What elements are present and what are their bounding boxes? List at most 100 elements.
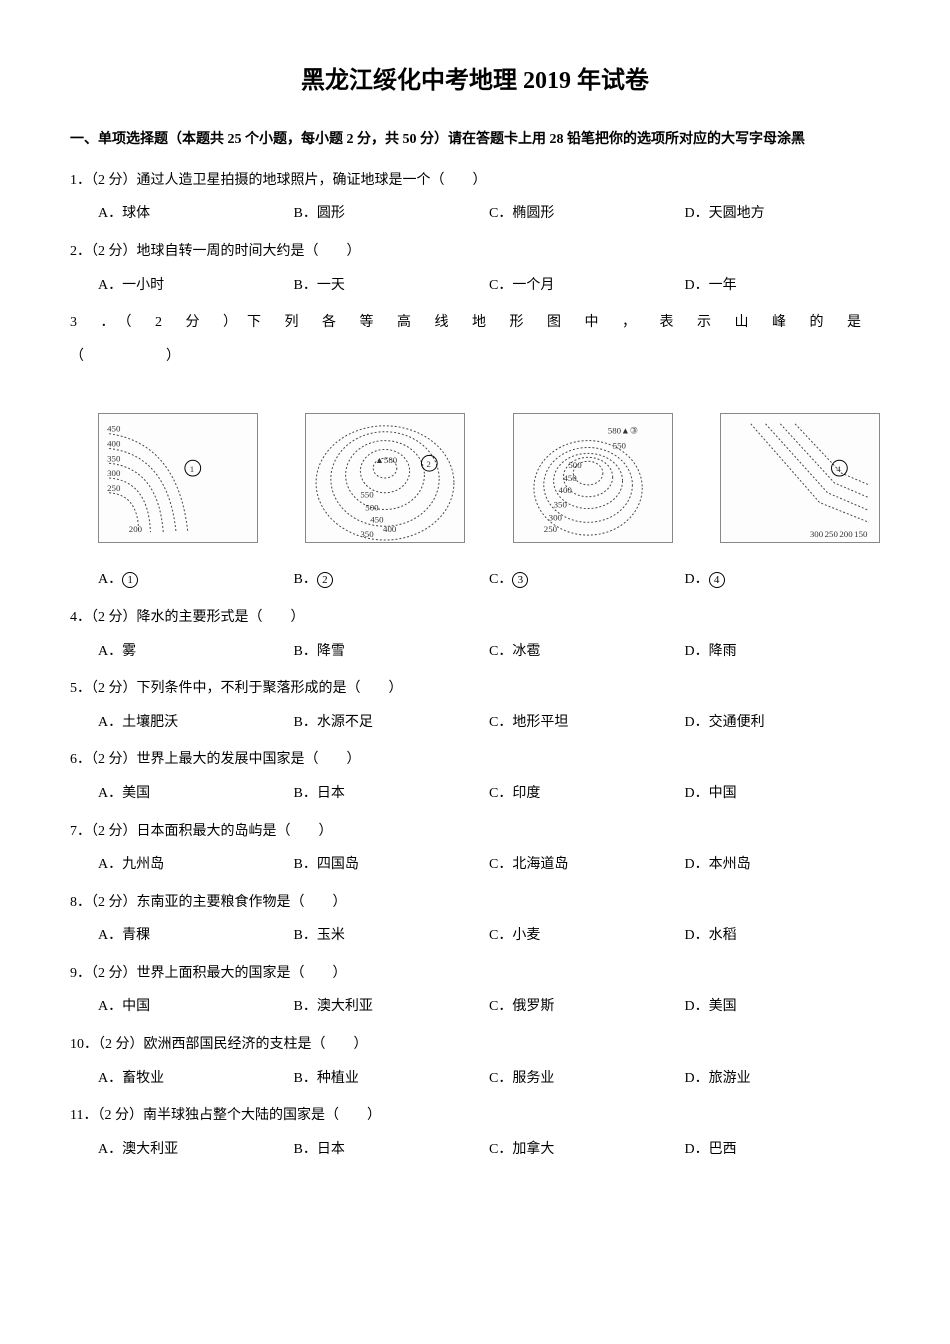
option-b: B．澳大利亚 bbox=[294, 990, 490, 1024]
option-b: B．水源不足 bbox=[294, 706, 490, 740]
exam-title: 黑龙江绥化中考地理 2019 年试卷 bbox=[70, 60, 880, 95]
option-b: B．2 bbox=[294, 563, 490, 597]
option-b: B．玉米 bbox=[294, 919, 490, 953]
options-row: A．澳大利亚B．日本C．加拿大D．巴西 bbox=[70, 1133, 880, 1167]
option-c: C．3 bbox=[489, 563, 685, 597]
option-d: D．水稻 bbox=[685, 919, 881, 953]
svg-text:350: 350 bbox=[107, 454, 121, 464]
svg-text:400: 400 bbox=[107, 439, 121, 449]
options-row: A．美国B．日本C．印度D．中国 bbox=[70, 777, 880, 811]
option-d: D．降雨 bbox=[685, 635, 881, 669]
question-text: 7．（2 分）日本面积最大的岛屿是（ ） bbox=[70, 815, 880, 849]
question-5: 5．（2 分）下列条件中，不利于聚落形成的是（ ）A．土壤肥沃B．水源不足C．地… bbox=[70, 672, 880, 739]
question-6: 6．（2 分）世界上最大的发展中国家是（ ）A．美国B．日本C．印度D．中国 bbox=[70, 743, 880, 810]
question-4: 4．（2 分）降水的主要形式是（ ）A．雾B．降雪C．冰雹D．降雨 bbox=[70, 601, 880, 668]
option-c: C．加拿大 bbox=[489, 1133, 685, 1167]
option-c: C．地形平坦 bbox=[489, 706, 685, 740]
section-header: 一、单项选择题（本题共 25 个小题，每小题 2 分，共 50 分）请在答题卡上… bbox=[70, 125, 880, 156]
option-b: B．圆形 bbox=[294, 197, 490, 231]
question-text: 10．（2 分）欧洲西部国民经济的支柱是（ ） bbox=[70, 1028, 880, 1062]
option-a: A．九州岛 bbox=[98, 848, 294, 882]
option-a: A．1 bbox=[98, 563, 294, 597]
svg-text:350: 350 bbox=[361, 529, 375, 539]
option-c: C．北海道岛 bbox=[489, 848, 685, 882]
option-a: A．土壤肥沃 bbox=[98, 706, 294, 740]
option-b: B．降雪 bbox=[294, 635, 490, 669]
question-8: 8．（2 分）东南亚的主要粮食作物是（ ）A．青稞B．玉米C．小麦D．水稻 bbox=[70, 886, 880, 953]
svg-text:150: 150 bbox=[854, 529, 868, 539]
question-1: 1．（2 分）通过人造卫星拍摄的地球照片，确证地球是一个（ ）A．球体B．圆形C… bbox=[70, 164, 880, 231]
question-text: 11．（2 分）南半球独占整个大陆的国家是（ ） bbox=[70, 1099, 880, 1133]
question-text: 5．（2 分）下列条件中，不利于聚落形成的是（ ） bbox=[70, 672, 880, 706]
questions-container: 1．（2 分）通过人造卫星拍摄的地球照片，确证地球是一个（ ）A．球体B．圆形C… bbox=[70, 164, 880, 1167]
option-c: C．冰雹 bbox=[489, 635, 685, 669]
diagram-2: ▲580 550 500 450 400 350 2 bbox=[305, 413, 465, 543]
options-row: A．球体B．圆形C．椭圆形D．天圆地方 bbox=[70, 197, 880, 231]
option-a: A．澳大利亚 bbox=[98, 1133, 294, 1167]
option-d: D．本州岛 bbox=[685, 848, 881, 882]
svg-text:500: 500 bbox=[366, 503, 380, 513]
question-text: 1．（2 分）通过人造卫星拍摄的地球照片，确证地球是一个（ ） bbox=[70, 164, 880, 198]
option-c: C．俄罗斯 bbox=[489, 990, 685, 1024]
option-a: A．美国 bbox=[98, 777, 294, 811]
svg-text:300: 300 bbox=[107, 468, 121, 478]
option-a: A．畜牧业 bbox=[98, 1062, 294, 1096]
question-11: 11．（2 分）南半球独占整个大陆的国家是（ ）A．澳大利亚B．日本C．加拿大D… bbox=[70, 1099, 880, 1166]
option-c: C．小麦 bbox=[489, 919, 685, 953]
option-a: A．中国 bbox=[98, 990, 294, 1024]
option-b: B．一天 bbox=[294, 269, 490, 303]
question-text: 4．（2 分）降水的主要形式是（ ） bbox=[70, 601, 880, 635]
option-d: D．旅游业 bbox=[685, 1062, 881, 1096]
svg-text:550: 550 bbox=[612, 441, 626, 451]
question-7: 7．（2 分）日本面积最大的岛屿是（ ）A．九州岛B．四国岛C．北海道岛D．本州… bbox=[70, 815, 880, 882]
svg-text:550: 550 bbox=[361, 490, 375, 500]
options-row: A．中国B．澳大利亚C．俄罗斯D．美国 bbox=[70, 990, 880, 1024]
options-row: A．畜牧业B．种植业C．服务业D．旅游业 bbox=[70, 1062, 880, 1096]
option-d: D．一年 bbox=[685, 269, 881, 303]
options-row: A．雾B．降雪C．冰雹D．降雨 bbox=[70, 635, 880, 669]
svg-text:300: 300 bbox=[810, 529, 824, 539]
question-text: 8．（2 分）东南亚的主要粮食作物是（ ） bbox=[70, 886, 880, 920]
question-3: 3 ．（ 2 分 ）下 列 各 等 高 线 地 形 图 中 ， 表 示 山 峰 … bbox=[70, 306, 880, 597]
option-a: A．青稞 bbox=[98, 919, 294, 953]
svg-text:200: 200 bbox=[129, 525, 143, 535]
svg-text:200: 200 bbox=[839, 529, 853, 539]
options-row: A．青稞B．玉米C．小麦D．水稻 bbox=[70, 919, 880, 953]
option-c: C．一个月 bbox=[489, 269, 685, 303]
svg-text:450: 450 bbox=[563, 473, 577, 483]
option-d: D．美国 bbox=[685, 990, 881, 1024]
svg-text:250: 250 bbox=[543, 525, 557, 535]
svg-text:500: 500 bbox=[568, 461, 582, 471]
svg-text:▲580: ▲580 bbox=[375, 456, 398, 466]
option-b: B．四国岛 bbox=[294, 848, 490, 882]
svg-text:350: 350 bbox=[553, 500, 567, 510]
svg-text:450: 450 bbox=[107, 424, 121, 434]
option-c: C．服务业 bbox=[489, 1062, 685, 1096]
svg-text:580▲③: 580▲③ bbox=[607, 426, 637, 436]
option-a: A．雾 bbox=[98, 635, 294, 669]
options-row: A．一小时B．一天C．一个月D．一年 bbox=[70, 269, 880, 303]
question-text: 9．（2 分）世界上面积最大的国家是（ ） bbox=[70, 957, 880, 991]
options-row: A．土壤肥沃B．水源不足C．地形平坦D．交通便利 bbox=[70, 706, 880, 740]
option-a: A．一小时 bbox=[98, 269, 294, 303]
svg-text:250: 250 bbox=[107, 483, 121, 493]
options-row: A．1B．2C．3D．4 bbox=[70, 563, 880, 597]
option-c: C．印度 bbox=[489, 777, 685, 811]
svg-text:2: 2 bbox=[427, 460, 431, 470]
question-2: 2．（2 分）地球自转一周的时间大约是（ ）A．一小时B．一天C．一个月D．一年 bbox=[70, 235, 880, 302]
option-d: D．天圆地方 bbox=[685, 197, 881, 231]
svg-text:4: 4 bbox=[836, 464, 841, 474]
question-10: 10．（2 分）欧洲西部国民经济的支柱是（ ）A．畜牧业B．种植业C．服务业D．… bbox=[70, 1028, 880, 1095]
option-d: D．交通便利 bbox=[685, 706, 881, 740]
option-b: B．种植业 bbox=[294, 1062, 490, 1096]
question-9: 9．（2 分）世界上面积最大的国家是（ ）A．中国B．澳大利亚C．俄罗斯D．美国 bbox=[70, 957, 880, 1024]
option-a: A．球体 bbox=[98, 197, 294, 231]
question-text: 2．（2 分）地球自转一周的时间大约是（ ） bbox=[70, 235, 880, 269]
svg-text:400: 400 bbox=[558, 485, 572, 495]
question-text: 6．（2 分）世界上最大的发展中国家是（ ） bbox=[70, 743, 880, 777]
option-d: D．4 bbox=[685, 563, 881, 597]
diagram-1: 450 400 350 300 250 200 1 bbox=[98, 413, 258, 543]
contour-diagrams: 450 400 350 300 250 200 1 ▲580 550 500 4… bbox=[98, 413, 880, 543]
option-b: B．日本 bbox=[294, 777, 490, 811]
option-d: D．中国 bbox=[685, 777, 881, 811]
